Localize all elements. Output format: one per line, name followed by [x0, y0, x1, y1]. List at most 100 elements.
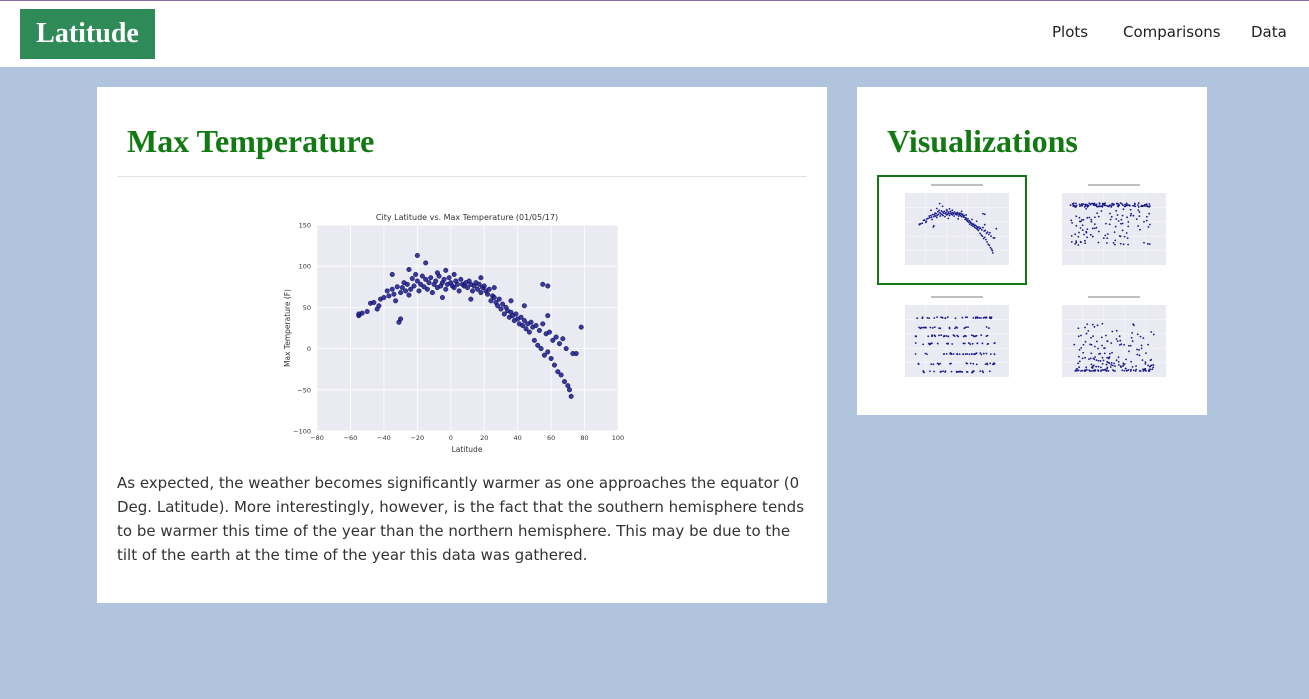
- thumb-point: [1127, 369, 1130, 371]
- thumb-point: [1119, 202, 1122, 204]
- thumb-point: [986, 241, 988, 243]
- thumb-point: [978, 316, 981, 319]
- thumb-point: [918, 223, 921, 226]
- thumb-point: [1138, 354, 1141, 357]
- thumb-point: [1105, 363, 1108, 366]
- thumb-point: [982, 226, 984, 229]
- thumb-point: [1109, 366, 1112, 368]
- thumb-point: [1138, 215, 1141, 218]
- thumb-point: [1101, 369, 1104, 371]
- thumb-point: [1122, 208, 1125, 211]
- main-panel: Max Temperature City Latitude vs. Max Te…: [97, 87, 827, 603]
- thumb-point: [940, 370, 942, 373]
- data-point: [481, 283, 487, 289]
- thumb-point: [1136, 348, 1138, 351]
- thumb-point: [980, 353, 983, 356]
- thumb-point: [1070, 240, 1073, 243]
- thumb-point: [1090, 336, 1092, 339]
- thumb-point: [963, 214, 966, 217]
- brand-logo[interactable]: Latitude: [20, 9, 155, 59]
- thumb-point: [919, 327, 922, 330]
- thumb-point: [1134, 370, 1137, 372]
- nav-link-comparisons[interactable]: Comparisons: [1123, 23, 1221, 41]
- y-tick-label: −50: [297, 386, 311, 394]
- data-point: [536, 327, 542, 333]
- thumbnail-max-temperature[interactable]: [877, 175, 1027, 285]
- thumb-point: [1080, 204, 1083, 207]
- thumb-point: [981, 342, 984, 345]
- thumb-point: [1101, 205, 1104, 208]
- thumb-point: [966, 220, 969, 223]
- thumb-point: [921, 222, 924, 225]
- thumb-point: [985, 335, 988, 338]
- thumb-point: [989, 231, 991, 234]
- thumb-point: [1093, 223, 1096, 226]
- page-title: Max Temperature: [127, 123, 375, 159]
- thumb-point: [983, 236, 986, 239]
- thumb-point: [932, 215, 935, 218]
- thumb-point: [1081, 357, 1084, 360]
- data-point: [389, 286, 395, 292]
- thumb-plot-area: [905, 305, 1009, 377]
- nav-link-data[interactable]: Data: [1251, 23, 1287, 41]
- thumb-point: [967, 221, 970, 224]
- thumb-point: [961, 213, 964, 216]
- data-point: [540, 321, 546, 327]
- thumb-point: [986, 343, 989, 346]
- thumbnail-humidity[interactable]: [1034, 175, 1184, 285]
- thumb-point: [1078, 203, 1081, 206]
- thumb-point: [1147, 343, 1150, 346]
- thumb-point: [922, 343, 925, 346]
- thumb-point: [1089, 343, 1092, 346]
- thumb-point: [1129, 208, 1132, 211]
- navbar: Latitude Plots Comparisons Data: [0, 1, 1309, 67]
- thumb-point: [975, 227, 977, 230]
- thumb-point: [964, 218, 966, 221]
- thumb-point: [938, 209, 940, 212]
- plot-area: [317, 225, 618, 431]
- thumb-point: [973, 353, 975, 355]
- thumb-point: [1075, 241, 1078, 244]
- thumb-point: [1136, 333, 1139, 336]
- data-point: [496, 296, 502, 302]
- thumbnail-wind-speed[interactable]: [1034, 287, 1184, 397]
- thumb-point: [1122, 204, 1124, 207]
- thumb-point: [929, 370, 931, 373]
- data-point: [540, 281, 546, 287]
- thumb-point: [1144, 363, 1147, 365]
- thumb-point: [1113, 243, 1116, 246]
- thumb-point: [1115, 359, 1118, 362]
- thumb-point: [1091, 323, 1094, 326]
- data-point: [411, 283, 417, 289]
- data-point: [423, 260, 429, 266]
- thumb-point: [1075, 368, 1078, 371]
- thumb-point: [1098, 202, 1101, 205]
- thumb-point: [1124, 203, 1126, 206]
- thumb-point: [1070, 219, 1073, 222]
- thumb-point: [972, 370, 975, 373]
- nav-link-plots[interactable]: Plots: [1052, 23, 1089, 41]
- data-point: [523, 326, 529, 332]
- thumb-point: [1112, 241, 1115, 244]
- data-point: [567, 387, 573, 393]
- data-point: [464, 285, 470, 291]
- thumb-point: [963, 327, 966, 330]
- thumb-point: [1092, 203, 1095, 205]
- data-point: [418, 281, 424, 287]
- thumb-point: [964, 316, 967, 319]
- y-tick-label: 50: [303, 304, 311, 312]
- data-point: [513, 311, 519, 317]
- thumb-point: [987, 327, 990, 329]
- data-point: [521, 303, 527, 309]
- data-point: [451, 285, 457, 291]
- thumbnail-cloudiness[interactable]: [877, 287, 1027, 397]
- data-point: [416, 288, 422, 294]
- thumb-point: [1091, 227, 1094, 230]
- thumb-point: [1119, 365, 1122, 368]
- thumb-point: [1085, 366, 1088, 369]
- thumb-point: [991, 252, 994, 254]
- data-point: [458, 276, 464, 282]
- thumb-point: [1084, 239, 1086, 242]
- thumb-point: [1140, 344, 1143, 347]
- thumb-point: [1118, 344, 1121, 346]
